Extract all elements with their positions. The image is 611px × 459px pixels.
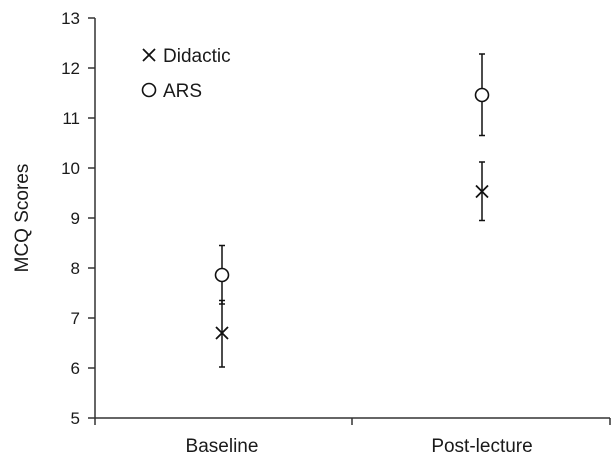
x-category-label: Baseline — [186, 436, 259, 457]
ars-point — [214, 267, 230, 283]
legend-marker-didactic — [142, 48, 156, 62]
didactic-point — [475, 184, 489, 199]
legend-marker-didactic-stroke — [142, 48, 156, 62]
legend-label-ars: ARS — [163, 81, 202, 102]
y-tick-label: 11 — [62, 109, 80, 128]
legend-label-didactic: Didactic — [163, 46, 231, 67]
x-ticks: Baseline Post-lecture — [94, 418, 611, 457]
ars-point — [474, 87, 490, 103]
legend-marker-ars — [141, 82, 157, 98]
y-axis: 5 6 7 8 9 10 11 12 13 — [61, 9, 96, 428]
y-ticks: 5 6 7 8 9 10 11 12 13 — [61, 9, 95, 428]
y-tick-label: 13 — [61, 9, 80, 28]
y-tick-label: 10 — [61, 159, 80, 178]
y-tick-label: 9 — [71, 209, 80, 228]
y-tick-label: 7 — [71, 309, 80, 328]
y-tick-label: 5 — [71, 409, 80, 428]
y-tick-label: 8 — [71, 259, 80, 278]
x-category-label: Post-lecture — [431, 436, 532, 457]
y-tick-label: 6 — [71, 359, 80, 378]
didactic-point-stroke — [215, 326, 229, 340]
y-axis-title: MCQ Scores — [12, 164, 33, 273]
x-axis: Baseline Post-lecture — [94, 417, 611, 457]
legend: Didactic ARS — [141, 46, 231, 102]
y-tick-label: 12 — [61, 59, 80, 78]
didactic-point-stroke — [475, 184, 489, 199]
didactic-point — [215, 326, 229, 340]
data-marks — [214, 53, 490, 368]
